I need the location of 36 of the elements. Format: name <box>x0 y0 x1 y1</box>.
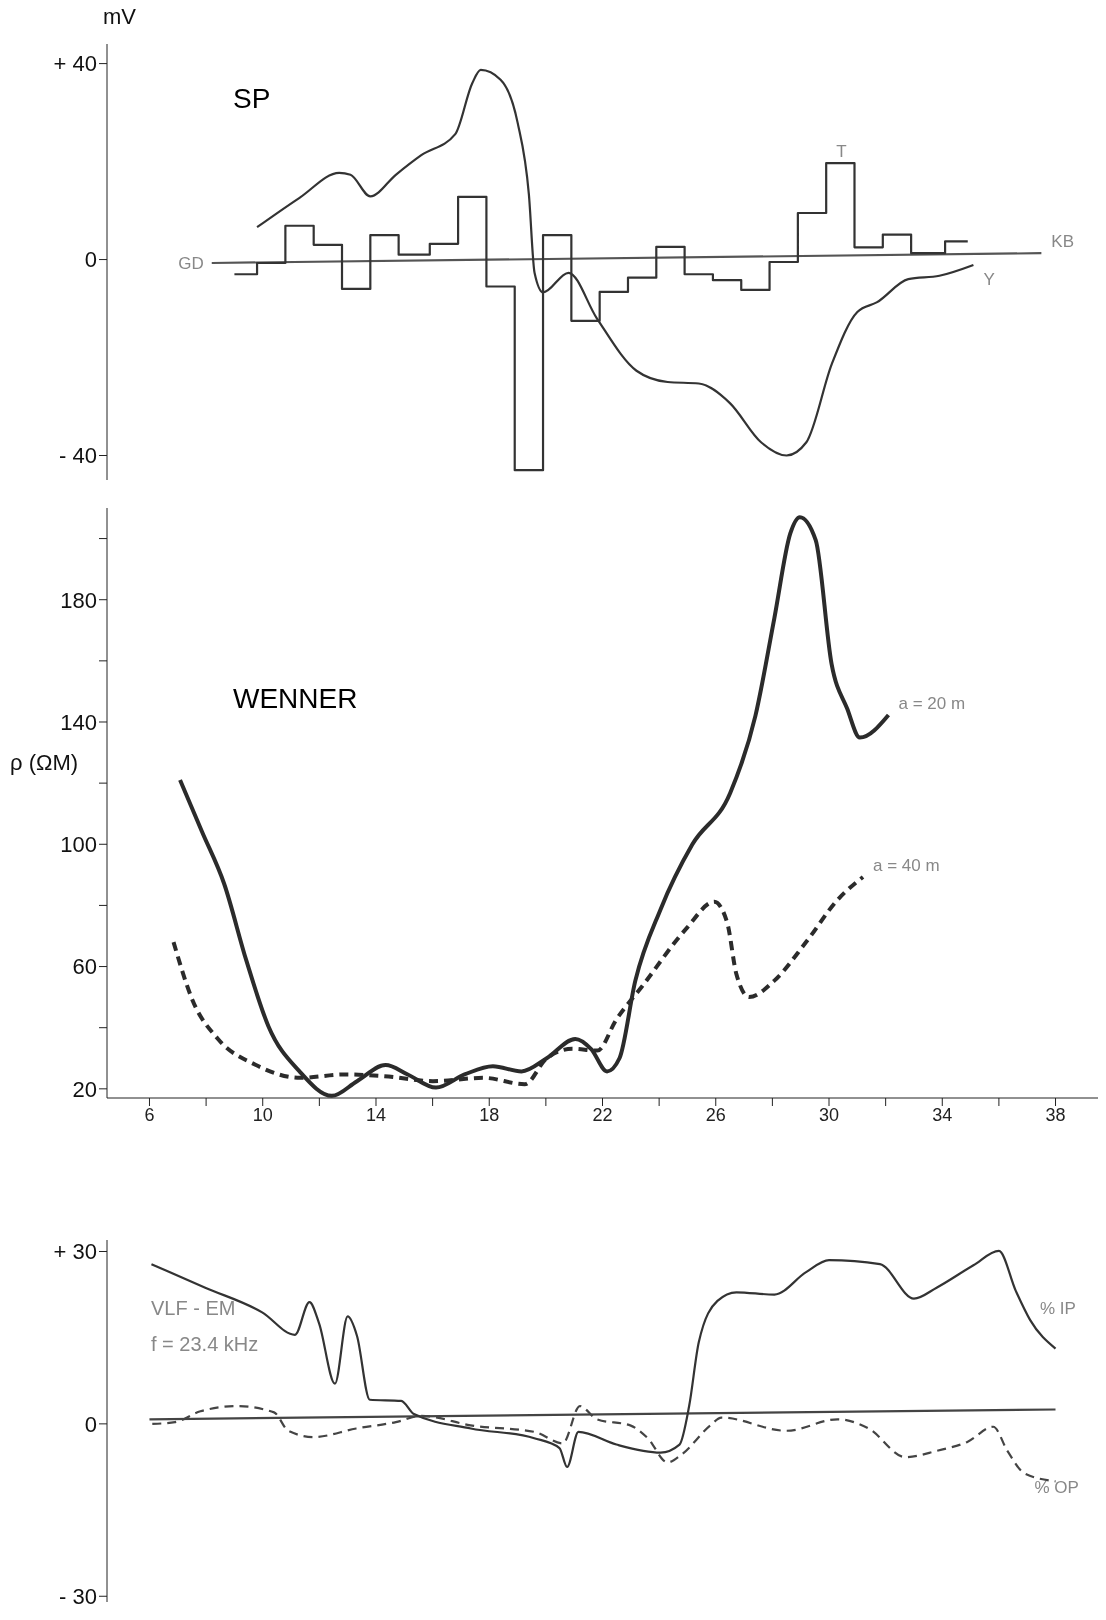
annotation: KB <box>1051 232 1075 252</box>
x-tick-label: 6 <box>144 1104 155 1125</box>
x-tick-label: 26 <box>705 1104 726 1125</box>
y-axis-title: mV <box>103 4 136 30</box>
y-tick-label: + 40 <box>53 51 97 77</box>
y-tick-label: 20 <box>72 1076 97 1102</box>
y-tick-label: - 30 <box>59 1584 97 1610</box>
x-tick-label: 14 <box>365 1104 386 1125</box>
annotation: f = 23.4 kHz <box>151 1332 259 1357</box>
line-series <box>150 1249 1057 1469</box>
annotation: GD <box>178 253 204 273</box>
y-tick-label: - 40 <box>59 443 97 469</box>
x-tick-label: 30 <box>819 1104 840 1125</box>
annotation: a = 40 m <box>872 855 940 875</box>
annotation: VLF - EM <box>151 1296 237 1321</box>
annotation: % OP <box>1034 1478 1079 1498</box>
y-axis-title: ρ (ΩM) <box>10 750 79 776</box>
x-tick-label: 38 <box>1045 1104 1066 1125</box>
text: SP <box>233 83 271 115</box>
x-tick-label: 10 <box>252 1104 273 1125</box>
annotation: % IP <box>1040 1298 1076 1318</box>
annotation: T <box>836 142 847 162</box>
x-tick-label: 18 <box>479 1104 500 1125</box>
line-series <box>151 1404 1057 1483</box>
annotation: Y <box>983 269 995 289</box>
y-tick-label: 140 <box>60 709 97 735</box>
y-tick-label: 60 <box>72 954 97 980</box>
text: WENNER <box>233 683 358 715</box>
y-tick-label: 100 <box>60 832 97 858</box>
y-tick-label: 0 <box>84 1411 97 1437</box>
y-tick-label: 180 <box>60 587 97 613</box>
x-tick-label: 34 <box>932 1104 953 1125</box>
x-tick-label: 22 <box>592 1104 613 1125</box>
y-tick-label: 0 <box>84 247 97 273</box>
y-tick-label: + 30 <box>53 1239 97 1265</box>
annotation: a = 20 m <box>898 693 966 713</box>
